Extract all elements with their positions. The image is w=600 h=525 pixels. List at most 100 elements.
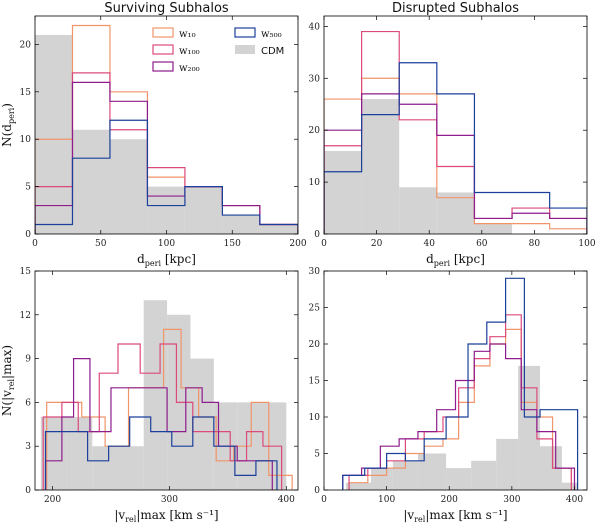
y-tick-label: 15 bbox=[20, 88, 32, 98]
hist-bar-cdm bbox=[35, 34, 73, 234]
axes-frame bbox=[34, 270, 299, 491]
legend-label-w100: w₁₀₀ bbox=[179, 46, 200, 57]
x-tick-label: 300 bbox=[161, 495, 178, 505]
y-axis-label: N(|vrel|max) bbox=[0, 345, 16, 416]
hist-step-w500 bbox=[35, 119, 298, 234]
hist-bar-cdm bbox=[259, 224, 298, 234]
plot-area bbox=[324, 30, 587, 234]
plot-area bbox=[40, 300, 293, 490]
legend-label-w500: w₅₀₀ bbox=[261, 29, 282, 40]
hist-bar-cdm bbox=[540, 446, 562, 490]
hist-bar-cdm bbox=[66, 417, 93, 490]
y-tick-label: 0 bbox=[25, 486, 31, 496]
x-tick-label: 80 bbox=[529, 239, 541, 249]
y-tick-label: 25 bbox=[309, 304, 321, 314]
hist-bar-cdm bbox=[117, 446, 144, 490]
legend-swatch-cdm bbox=[235, 45, 255, 54]
x-tick-label: 200 bbox=[289, 239, 306, 249]
panel-4 bbox=[323, 270, 588, 491]
x-tick-label: 60 bbox=[476, 239, 488, 249]
plot-area bbox=[342, 277, 579, 490]
hist-bar-cdm bbox=[496, 438, 519, 490]
x-tick-label: 0 bbox=[321, 495, 327, 505]
hist-bar-cdm bbox=[40, 417, 67, 490]
x-tick-label: 400 bbox=[566, 495, 583, 505]
hist-bar-cdm bbox=[561, 482, 578, 490]
x-tick-label: 0 bbox=[32, 239, 38, 249]
y-tick-label: 40 bbox=[309, 22, 321, 32]
hist-bar-cdm bbox=[190, 358, 214, 490]
hist-step-w200 bbox=[324, 93, 587, 234]
x-tick-label: 100 bbox=[578, 239, 595, 249]
y-axis-label: N(dperi) bbox=[0, 103, 16, 147]
y-tick-label: 0 bbox=[314, 486, 320, 496]
panel-3 bbox=[34, 270, 299, 491]
y-tick-label: 5 bbox=[25, 183, 31, 193]
legend-swatch-w10 bbox=[152, 27, 174, 38]
x-tick-label: 100 bbox=[378, 495, 395, 505]
x-tick-label: 40 bbox=[423, 239, 435, 249]
hist-bar-cdm bbox=[436, 192, 475, 234]
legend-swatch-w100 bbox=[152, 44, 174, 55]
y-tick-label: 20 bbox=[309, 340, 321, 350]
hist-bar-cdm bbox=[147, 186, 185, 234]
x-tick-label: 300 bbox=[503, 495, 520, 505]
hist-step-w200 bbox=[342, 343, 576, 490]
x-tick-label: 0 bbox=[321, 239, 327, 249]
hist-step-w500 bbox=[342, 277, 579, 490]
hist-step-w10 bbox=[46, 328, 293, 490]
y-tick-label: 10 bbox=[309, 178, 321, 188]
hist-step-w100 bbox=[42, 343, 283, 490]
hist-step-w500 bbox=[324, 62, 587, 234]
y-tick-label: 30 bbox=[309, 74, 321, 84]
x-tick-label: 20 bbox=[371, 239, 383, 249]
hist-bar-cdm bbox=[471, 460, 497, 490]
legend: w₁₀ w₁₀₀ w₂₀₀ w₅₀₀ CDM bbox=[152, 27, 284, 74]
hist-bar-cdm bbox=[345, 482, 371, 490]
y-tick-label: 10 bbox=[20, 135, 32, 145]
hist-bar-cdm bbox=[222, 215, 260, 234]
panel-title: Disrupted Subhalos bbox=[392, 1, 519, 16]
hist-bar-cdm bbox=[417, 453, 447, 490]
hist-bar-cdm bbox=[143, 300, 168, 490]
y-tick-label: 6 bbox=[25, 398, 31, 408]
hist-bar-cdm bbox=[361, 99, 400, 234]
hist-bar-cdm bbox=[72, 129, 110, 234]
hist-bar-cdm bbox=[184, 186, 223, 234]
hist-step-w200 bbox=[44, 358, 273, 490]
hist-bar-cdm bbox=[370, 468, 393, 490]
hist-bar-cdm bbox=[399, 187, 437, 234]
y-tick-label: 10 bbox=[309, 413, 321, 423]
x-axis-label: |vrel|max [km s⁻¹] bbox=[403, 508, 507, 524]
hist-bar-cdm bbox=[518, 365, 541, 490]
y-tick-label: 12 bbox=[20, 311, 31, 321]
x-tick-label: 200 bbox=[44, 495, 61, 505]
axes-frame bbox=[323, 15, 588, 235]
x-axis-label: dperi [kpc] bbox=[426, 252, 485, 268]
x-tick-label: 50 bbox=[95, 239, 107, 249]
y-tick-label: 0 bbox=[25, 230, 31, 240]
y-tick-label: 30 bbox=[309, 267, 321, 277]
x-tick-label: 400 bbox=[278, 495, 295, 505]
y-tick-label: 0 bbox=[314, 230, 320, 240]
y-tick-label: 5 bbox=[314, 450, 320, 460]
x-axis-label: |vrel|max [km s⁻¹] bbox=[114, 508, 218, 524]
legend-swatch-w200 bbox=[152, 61, 174, 72]
y-tick-label: 3 bbox=[25, 442, 31, 452]
panel-title: Surviving Subhalos bbox=[104, 1, 229, 16]
legend-swatch-w500 bbox=[234, 27, 256, 38]
hist-bar-cdm bbox=[474, 223, 513, 234]
hist-bar-cdm bbox=[324, 150, 362, 234]
legend-label-w200: w₂₀₀ bbox=[179, 63, 200, 74]
y-tick-label: 15 bbox=[20, 267, 32, 277]
hist-bar-cdm bbox=[109, 139, 148, 234]
hist-bar-cdm bbox=[92, 446, 118, 490]
plot-area bbox=[35, 24, 298, 234]
y-tick-label: 15 bbox=[309, 377, 321, 387]
panel-2 bbox=[323, 15, 588, 235]
y-tick-label: 20 bbox=[309, 126, 321, 136]
hist-step-w500 bbox=[44, 416, 278, 490]
legend-label-cdm: CDM bbox=[261, 46, 284, 57]
